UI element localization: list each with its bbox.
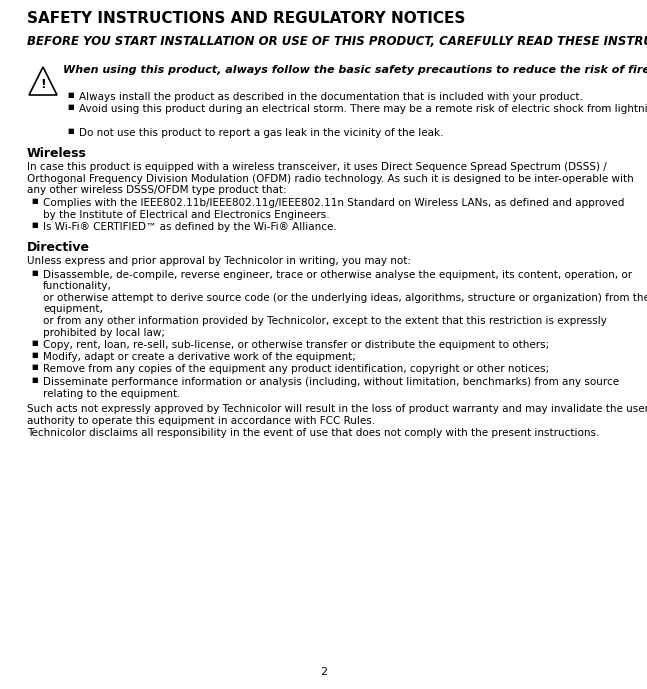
- Text: ■: ■: [67, 129, 74, 134]
- Text: ■: ■: [67, 105, 74, 110]
- Text: Modify, adapt or create a derivative work of the equipment;: Modify, adapt or create a derivative wor…: [43, 352, 356, 362]
- Text: ■: ■: [31, 223, 38, 229]
- Text: BEFORE YOU START INSTALLATION OR USE OF THIS PRODUCT, CAREFULLY READ THESE INSTR: BEFORE YOU START INSTALLATION OR USE OF …: [27, 35, 647, 48]
- Text: In case this product is equipped with a wireless transceiver, it uses Direct Seq: In case this product is equipped with a …: [27, 162, 634, 195]
- Text: ■: ■: [67, 92, 74, 98]
- Text: !: !: [40, 78, 46, 91]
- Text: Complies with the IEEE802.11b/IEEE802.11g/IEEE802.11n Standard on Wireless LANs,: Complies with the IEEE802.11b/IEEE802.11…: [43, 198, 624, 220]
- Text: Remove from any copies of the equipment any product identification, copyright or: Remove from any copies of the equipment …: [43, 364, 549, 375]
- Text: Do not use this product to report a gas leak in the vicinity of the leak.: Do not use this product to report a gas …: [79, 129, 443, 138]
- Text: ■: ■: [31, 364, 38, 371]
- Text: ■: ■: [31, 352, 38, 358]
- Text: Disseminate performance information or analysis (including, without limitation, : Disseminate performance information or a…: [43, 377, 619, 399]
- Text: Avoid using this product during an electrical storm. There may be a remote risk : Avoid using this product during an elect…: [79, 105, 647, 114]
- Text: ■: ■: [31, 269, 38, 276]
- Text: Such acts not expressly approved by Technicolor will result in the loss of produ: Such acts not expressly approved by Tech…: [27, 404, 647, 426]
- Text: Directive: Directive: [27, 241, 90, 254]
- Text: Always install the product as described in the documentation that is included wi: Always install the product as described …: [79, 92, 583, 102]
- Text: ■: ■: [31, 340, 38, 345]
- Text: ■: ■: [31, 198, 38, 205]
- Text: Disassemble, de-compile, reverse engineer, trace or otherwise analyse the equipm: Disassemble, de-compile, reverse enginee…: [43, 269, 647, 338]
- Text: Unless express and prior approval by Technicolor in writing, you may not:: Unless express and prior approval by Tec…: [27, 256, 411, 266]
- Text: 2: 2: [320, 667, 327, 677]
- Text: Technicolor disclaims all responsibility in the event of use that does not compl: Technicolor disclaims all responsibility…: [27, 428, 599, 438]
- Text: Wireless: Wireless: [27, 147, 87, 160]
- Text: ■: ■: [31, 377, 38, 383]
- Text: When using this product, always follow the basic safety precautions to reduce th: When using this product, always follow t…: [63, 65, 647, 75]
- Text: Is Wi-Fi® CERTIFIED™ as defined by the Wi-Fi® Alliance.: Is Wi-Fi® CERTIFIED™ as defined by the W…: [43, 223, 336, 232]
- Text: SAFETY INSTRUCTIONS AND REGULATORY NOTICES: SAFETY INSTRUCTIONS AND REGULATORY NOTIC…: [27, 11, 465, 26]
- Text: Copy, rent, loan, re-sell, sub-license, or otherwise transfer or distribute the : Copy, rent, loan, re-sell, sub-license, …: [43, 340, 549, 349]
